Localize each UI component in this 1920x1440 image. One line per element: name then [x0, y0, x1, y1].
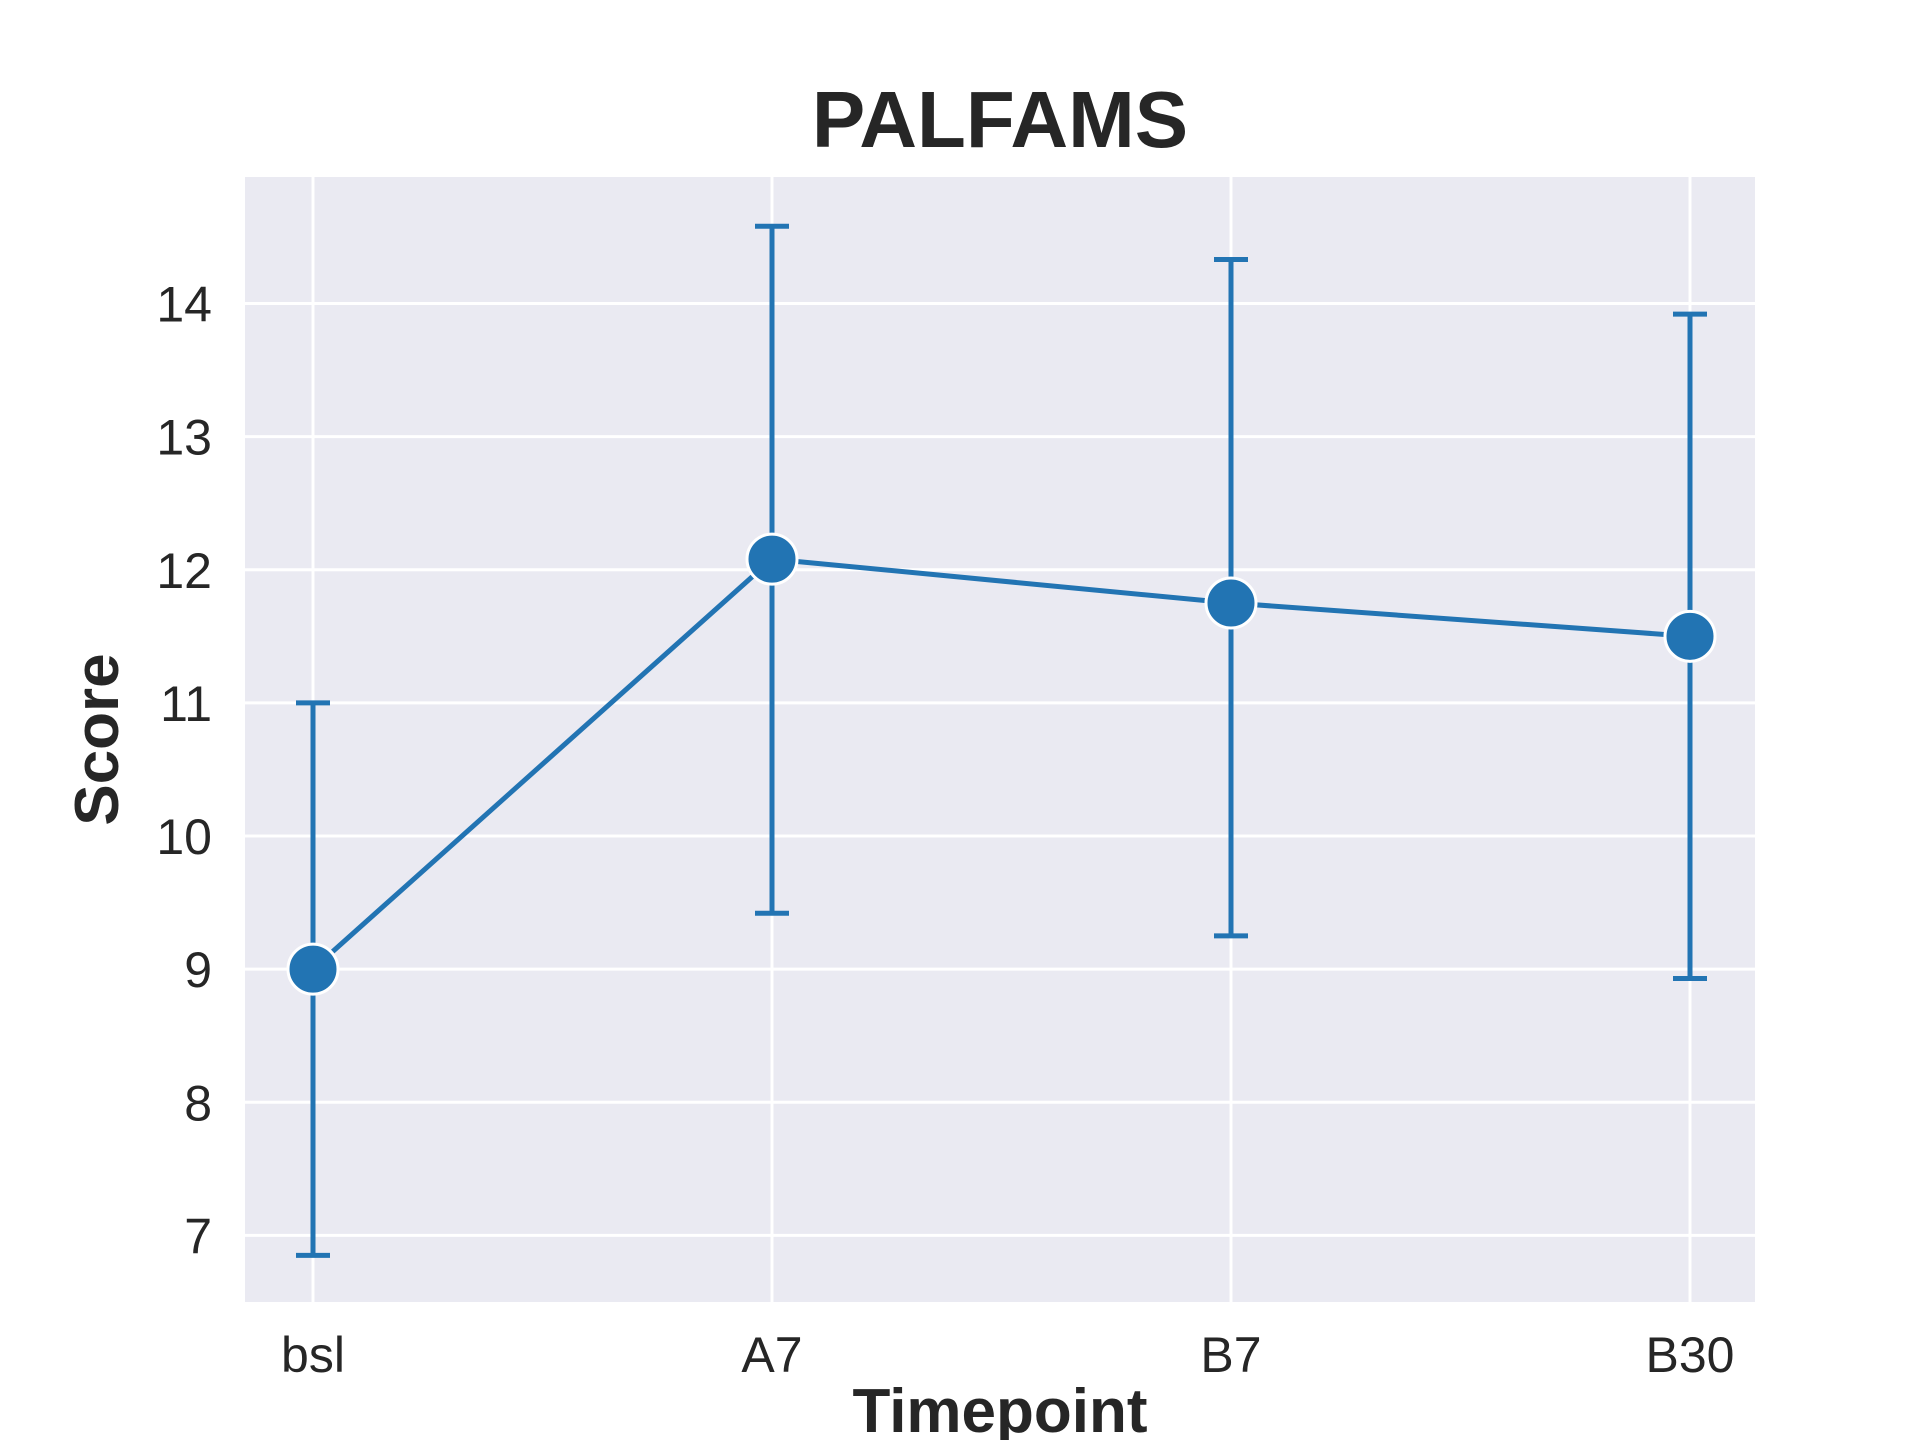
data-point — [286, 942, 340, 996]
y-tick-label: 12 — [156, 543, 212, 599]
y-tick-label: 8 — [184, 1075, 212, 1131]
series-lines — [311, 556, 1691, 972]
x-tick-labels: bsl A7 B7 B30 — [281, 1327, 1734, 1383]
data-point — [1663, 609, 1717, 663]
y-tick-label: 14 — [156, 276, 212, 332]
chart-title: PALFAMS — [812, 75, 1188, 164]
x-tick-label: B30 — [1646, 1327, 1735, 1383]
y-tick-label: 7 — [184, 1208, 212, 1264]
y-tick-labels: 7 8 9 10 11 12 13 14 — [156, 276, 212, 1264]
y-gridlines — [245, 301, 1755, 1237]
x-tick-label: bsl — [281, 1327, 345, 1383]
data-points — [286, 532, 1717, 996]
data-point — [745, 532, 799, 586]
y-tick-label: 11 — [160, 676, 212, 732]
series-line — [311, 556, 1691, 972]
y-tick-label: 9 — [184, 942, 212, 998]
x-axis-label: Timepoint — [852, 1377, 1147, 1440]
y-tick-label: 13 — [156, 410, 212, 466]
plot-area — [245, 177, 1755, 1302]
x-tick-label: B7 — [1200, 1327, 1261, 1383]
y-axis-label: Score — [63, 653, 132, 825]
x-tick-label: A7 — [741, 1327, 802, 1383]
data-point — [1204, 576, 1258, 630]
y-tick-label: 10 — [156, 809, 212, 865]
